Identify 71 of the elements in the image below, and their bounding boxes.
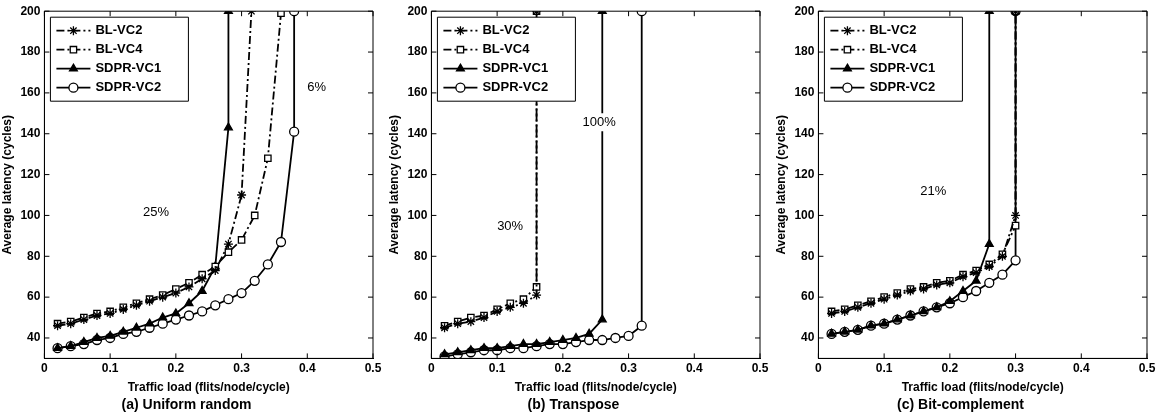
y-tick-label: 80 bbox=[801, 248, 815, 263]
y-tick-label: 200 bbox=[794, 3, 815, 18]
y-tick-label: 60 bbox=[27, 289, 41, 304]
y-tick-label: 80 bbox=[414, 248, 428, 263]
y-tick-label: 120 bbox=[794, 166, 815, 181]
legend-label: BL-VC4 bbox=[869, 41, 918, 57]
x-tick-label: 0 bbox=[815, 360, 823, 375]
y-tick-label: 120 bbox=[20, 166, 41, 181]
x-tick-label: 0.2 bbox=[554, 360, 572, 375]
y-tick-label: 100 bbox=[20, 207, 41, 222]
y-tick-label: 180 bbox=[407, 44, 428, 59]
x-tick-label: 0.5 bbox=[1138, 360, 1156, 375]
x-tick-label: 0.4 bbox=[685, 360, 703, 375]
legend-label: BL-VC2 bbox=[869, 22, 917, 38]
legend-label: BL-VC4 bbox=[482, 41, 531, 57]
legend-label: SDPR-VC1 bbox=[869, 60, 936, 76]
y-tick-label: 60 bbox=[414, 289, 428, 304]
x-tick-label: 0.5 bbox=[364, 360, 382, 375]
y-tick-label: 120 bbox=[407, 166, 428, 181]
legend-label: BL-VC2 bbox=[482, 22, 530, 38]
legend-label: SDPR-VC1 bbox=[482, 60, 549, 76]
x-tick-label: 0.4 bbox=[298, 360, 316, 375]
x-tick-label: 0.3 bbox=[1007, 360, 1025, 375]
annotation: 6% bbox=[307, 79, 327, 95]
y-tick-label: 40 bbox=[801, 330, 815, 345]
x-axis-title: Traffic load (flits/node/cycle) bbox=[127, 380, 290, 395]
x-tick-label: 0.1 bbox=[101, 360, 119, 375]
y-tick-label: 80 bbox=[27, 248, 41, 263]
x-axis-title: Traffic load (flits/node/cycle) bbox=[514, 380, 677, 395]
x-tick-label: 0.1 bbox=[875, 360, 893, 375]
y-tick-label: 180 bbox=[20, 44, 41, 59]
y-axis-title: Average latency (cycles) bbox=[0, 114, 14, 255]
x-tick-label: 0.5 bbox=[751, 360, 769, 375]
y-axis-title: Average latency (cycles) bbox=[386, 114, 401, 255]
annotation: 30% bbox=[497, 218, 524, 234]
annotation: 21% bbox=[920, 183, 947, 199]
y-tick-label: 60 bbox=[801, 289, 815, 304]
y-tick-label: 160 bbox=[20, 85, 41, 100]
y-axis-title: Average latency (cycles) bbox=[773, 114, 788, 255]
y-tick-label: 140 bbox=[20, 126, 41, 141]
y-tick-label: 140 bbox=[794, 126, 815, 141]
y-tick-label: 200 bbox=[20, 3, 41, 18]
y-tick-label: 200 bbox=[407, 3, 428, 18]
x-tick-label: 0.2 bbox=[941, 360, 959, 375]
legend-label: SDPR-VC2 bbox=[482, 79, 549, 95]
y-tick-label: 100 bbox=[407, 207, 428, 222]
legend-label: SDPR-VC2 bbox=[869, 79, 936, 95]
text: (c) Bit-complement bbox=[897, 396, 1025, 413]
x-axis-title: Traffic load (flits/node/cycle) bbox=[901, 380, 1064, 395]
y-tick-label: 160 bbox=[407, 85, 428, 100]
y-tick-label: 100 bbox=[794, 207, 815, 222]
y-tick-label: 160 bbox=[794, 85, 815, 100]
x-tick-label: 0 bbox=[428, 360, 436, 375]
annotation: 25% bbox=[143, 204, 170, 220]
x-tick-label: 0.2 bbox=[167, 360, 185, 375]
text: (a) Uniform random bbox=[121, 396, 252, 413]
y-tick-label: 140 bbox=[407, 126, 428, 141]
legend-label: BL-VC2 bbox=[95, 22, 143, 38]
legend-label: SDPR-VC2 bbox=[95, 79, 162, 95]
x-tick-label: 0.4 bbox=[1072, 360, 1090, 375]
annotation: 100% bbox=[582, 113, 617, 129]
x-tick-label: 0 bbox=[41, 360, 49, 375]
x-tick-label: 0.3 bbox=[620, 360, 638, 375]
x-tick-label: 0.3 bbox=[233, 360, 251, 375]
legend-label: SDPR-VC1 bbox=[95, 60, 162, 76]
y-tick-label: 180 bbox=[794, 44, 815, 59]
text: (b) Transpose bbox=[527, 396, 620, 413]
legend-label: BL-VC4 bbox=[95, 41, 144, 57]
y-tick-label: 40 bbox=[27, 330, 41, 345]
y-tick-label: 40 bbox=[414, 330, 428, 345]
x-tick-label: 0.1 bbox=[488, 360, 506, 375]
